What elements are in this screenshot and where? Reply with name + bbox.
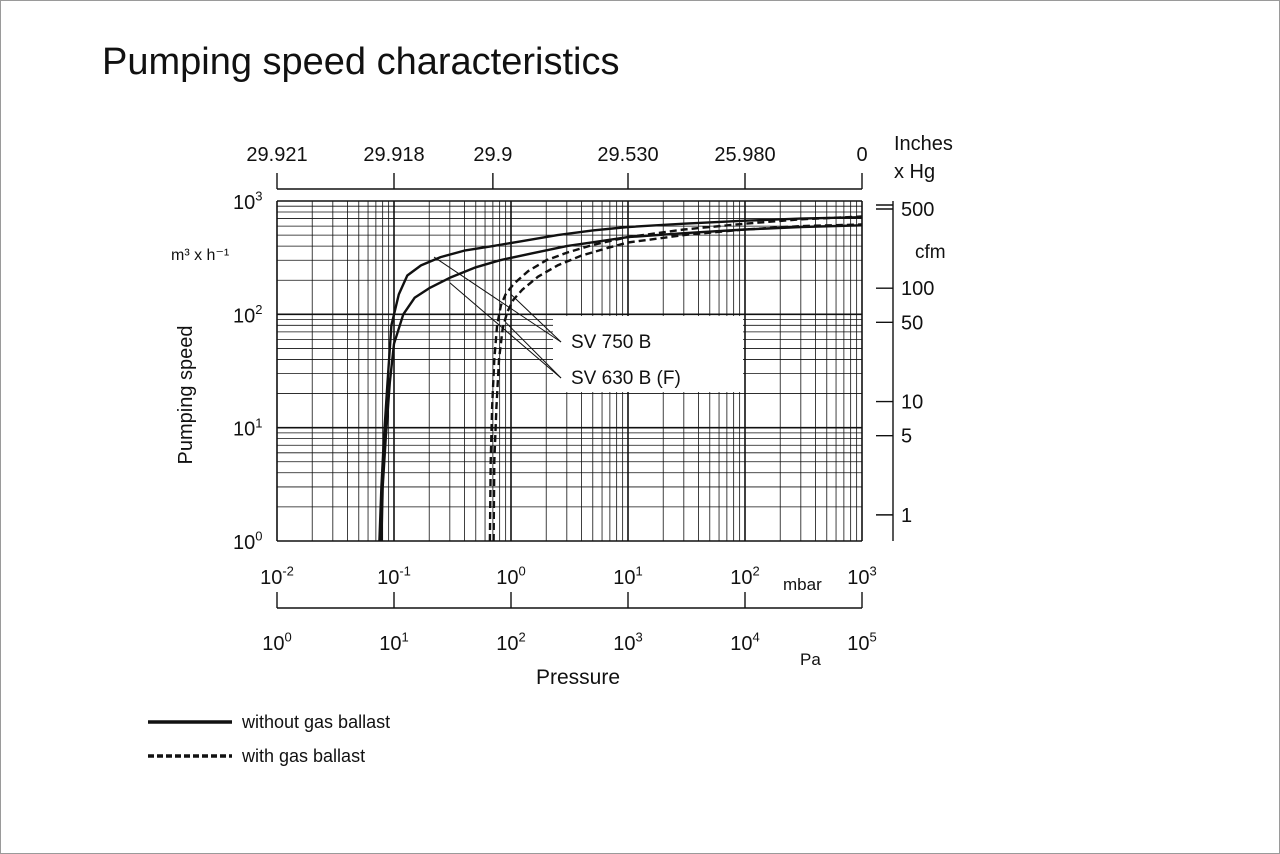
x-tick-label-mbar: 101 bbox=[613, 564, 642, 589]
legend-label: with gas ballast bbox=[241, 746, 365, 766]
annotation-label: SV 750 B bbox=[571, 332, 651, 353]
chart-annotations: SV 750 B SV 630 B (F) bbox=[433, 256, 743, 392]
x-tick-label-pa: 104 bbox=[730, 630, 759, 655]
right-axis-tick-label: 500 bbox=[901, 199, 934, 221]
chart-curves bbox=[378, 215, 863, 542]
y-axis-label: Pumping speed bbox=[175, 326, 197, 465]
top-axis-tick-label: 29.9 bbox=[473, 144, 512, 166]
top-axis-tick-label: 25.980 bbox=[714, 144, 775, 166]
series-curve-gas-ballast-3 bbox=[492, 223, 863, 542]
x-unit-mbar: mbar bbox=[783, 575, 822, 594]
top-axis-unit-line1: Inches bbox=[894, 133, 953, 155]
x-tick-label-mbar: 10-2 bbox=[260, 564, 294, 589]
x-tick-label-mbar: 103 bbox=[847, 564, 876, 589]
x-tick-label-pa: 100 bbox=[262, 630, 291, 655]
annotation-leader-line bbox=[510, 294, 562, 343]
x-tick-label-pa: 103 bbox=[613, 630, 642, 655]
x-tick-label-mbar: 10-1 bbox=[377, 564, 411, 589]
chart-title: Pumping speed characteristics bbox=[102, 41, 619, 83]
y-unit-label: m³ x h⁻¹ bbox=[171, 247, 229, 264]
right-axis-tick-label: 50 bbox=[901, 312, 923, 334]
annotation-box bbox=[553, 316, 743, 392]
x-tick-label-mbar: 100 bbox=[496, 564, 525, 589]
x-unit-pa: Pa bbox=[800, 650, 821, 669]
legend-label: without gas ballast bbox=[241, 712, 390, 732]
y-tick-label: 101 bbox=[233, 415, 262, 440]
y-tick-label: 102 bbox=[233, 302, 262, 327]
top-axis-tick-label: 29.918 bbox=[363, 144, 424, 166]
annotation-leader-line bbox=[505, 321, 562, 379]
x-tick-label-pa: 105 bbox=[847, 630, 876, 655]
annotation-leader-line bbox=[449, 282, 562, 379]
right-axis-tick-label: 1 bbox=[901, 505, 912, 527]
top-axis-tick-label: 29.921 bbox=[246, 144, 307, 166]
series-curve-no-gas-ballast-0 bbox=[378, 216, 863, 542]
annotation-label: SV 630 B (F) bbox=[571, 368, 681, 389]
x-axis-label: Pressure bbox=[536, 666, 620, 689]
series-curve-gas-ballast-2 bbox=[488, 215, 863, 542]
top-axis-tick-label: 29.530 bbox=[597, 144, 658, 166]
series-curve-no-gas-ballast-1 bbox=[380, 224, 863, 542]
x-tick-label-pa: 102 bbox=[496, 630, 525, 655]
x-tick-label-pa: 101 bbox=[379, 630, 408, 655]
y-tick-label: 100 bbox=[233, 529, 262, 554]
right-axis-tick-label: 10 bbox=[901, 392, 923, 414]
annotation-leader-line bbox=[433, 256, 562, 343]
x-tick-label-mbar: 102 bbox=[730, 564, 759, 589]
top-axis-tick-label: 0 bbox=[856, 144, 867, 166]
right-axis-unit: cfm bbox=[915, 242, 946, 263]
legend: without gas ballast with gas ballast bbox=[148, 712, 390, 766]
top-axis-unit-line2: x Hg bbox=[894, 161, 935, 183]
y-tick-label: 103 bbox=[233, 189, 262, 214]
right-axis-tick-label: 100 bbox=[901, 278, 934, 300]
right-axis-tick-label: 5 bbox=[901, 426, 912, 448]
